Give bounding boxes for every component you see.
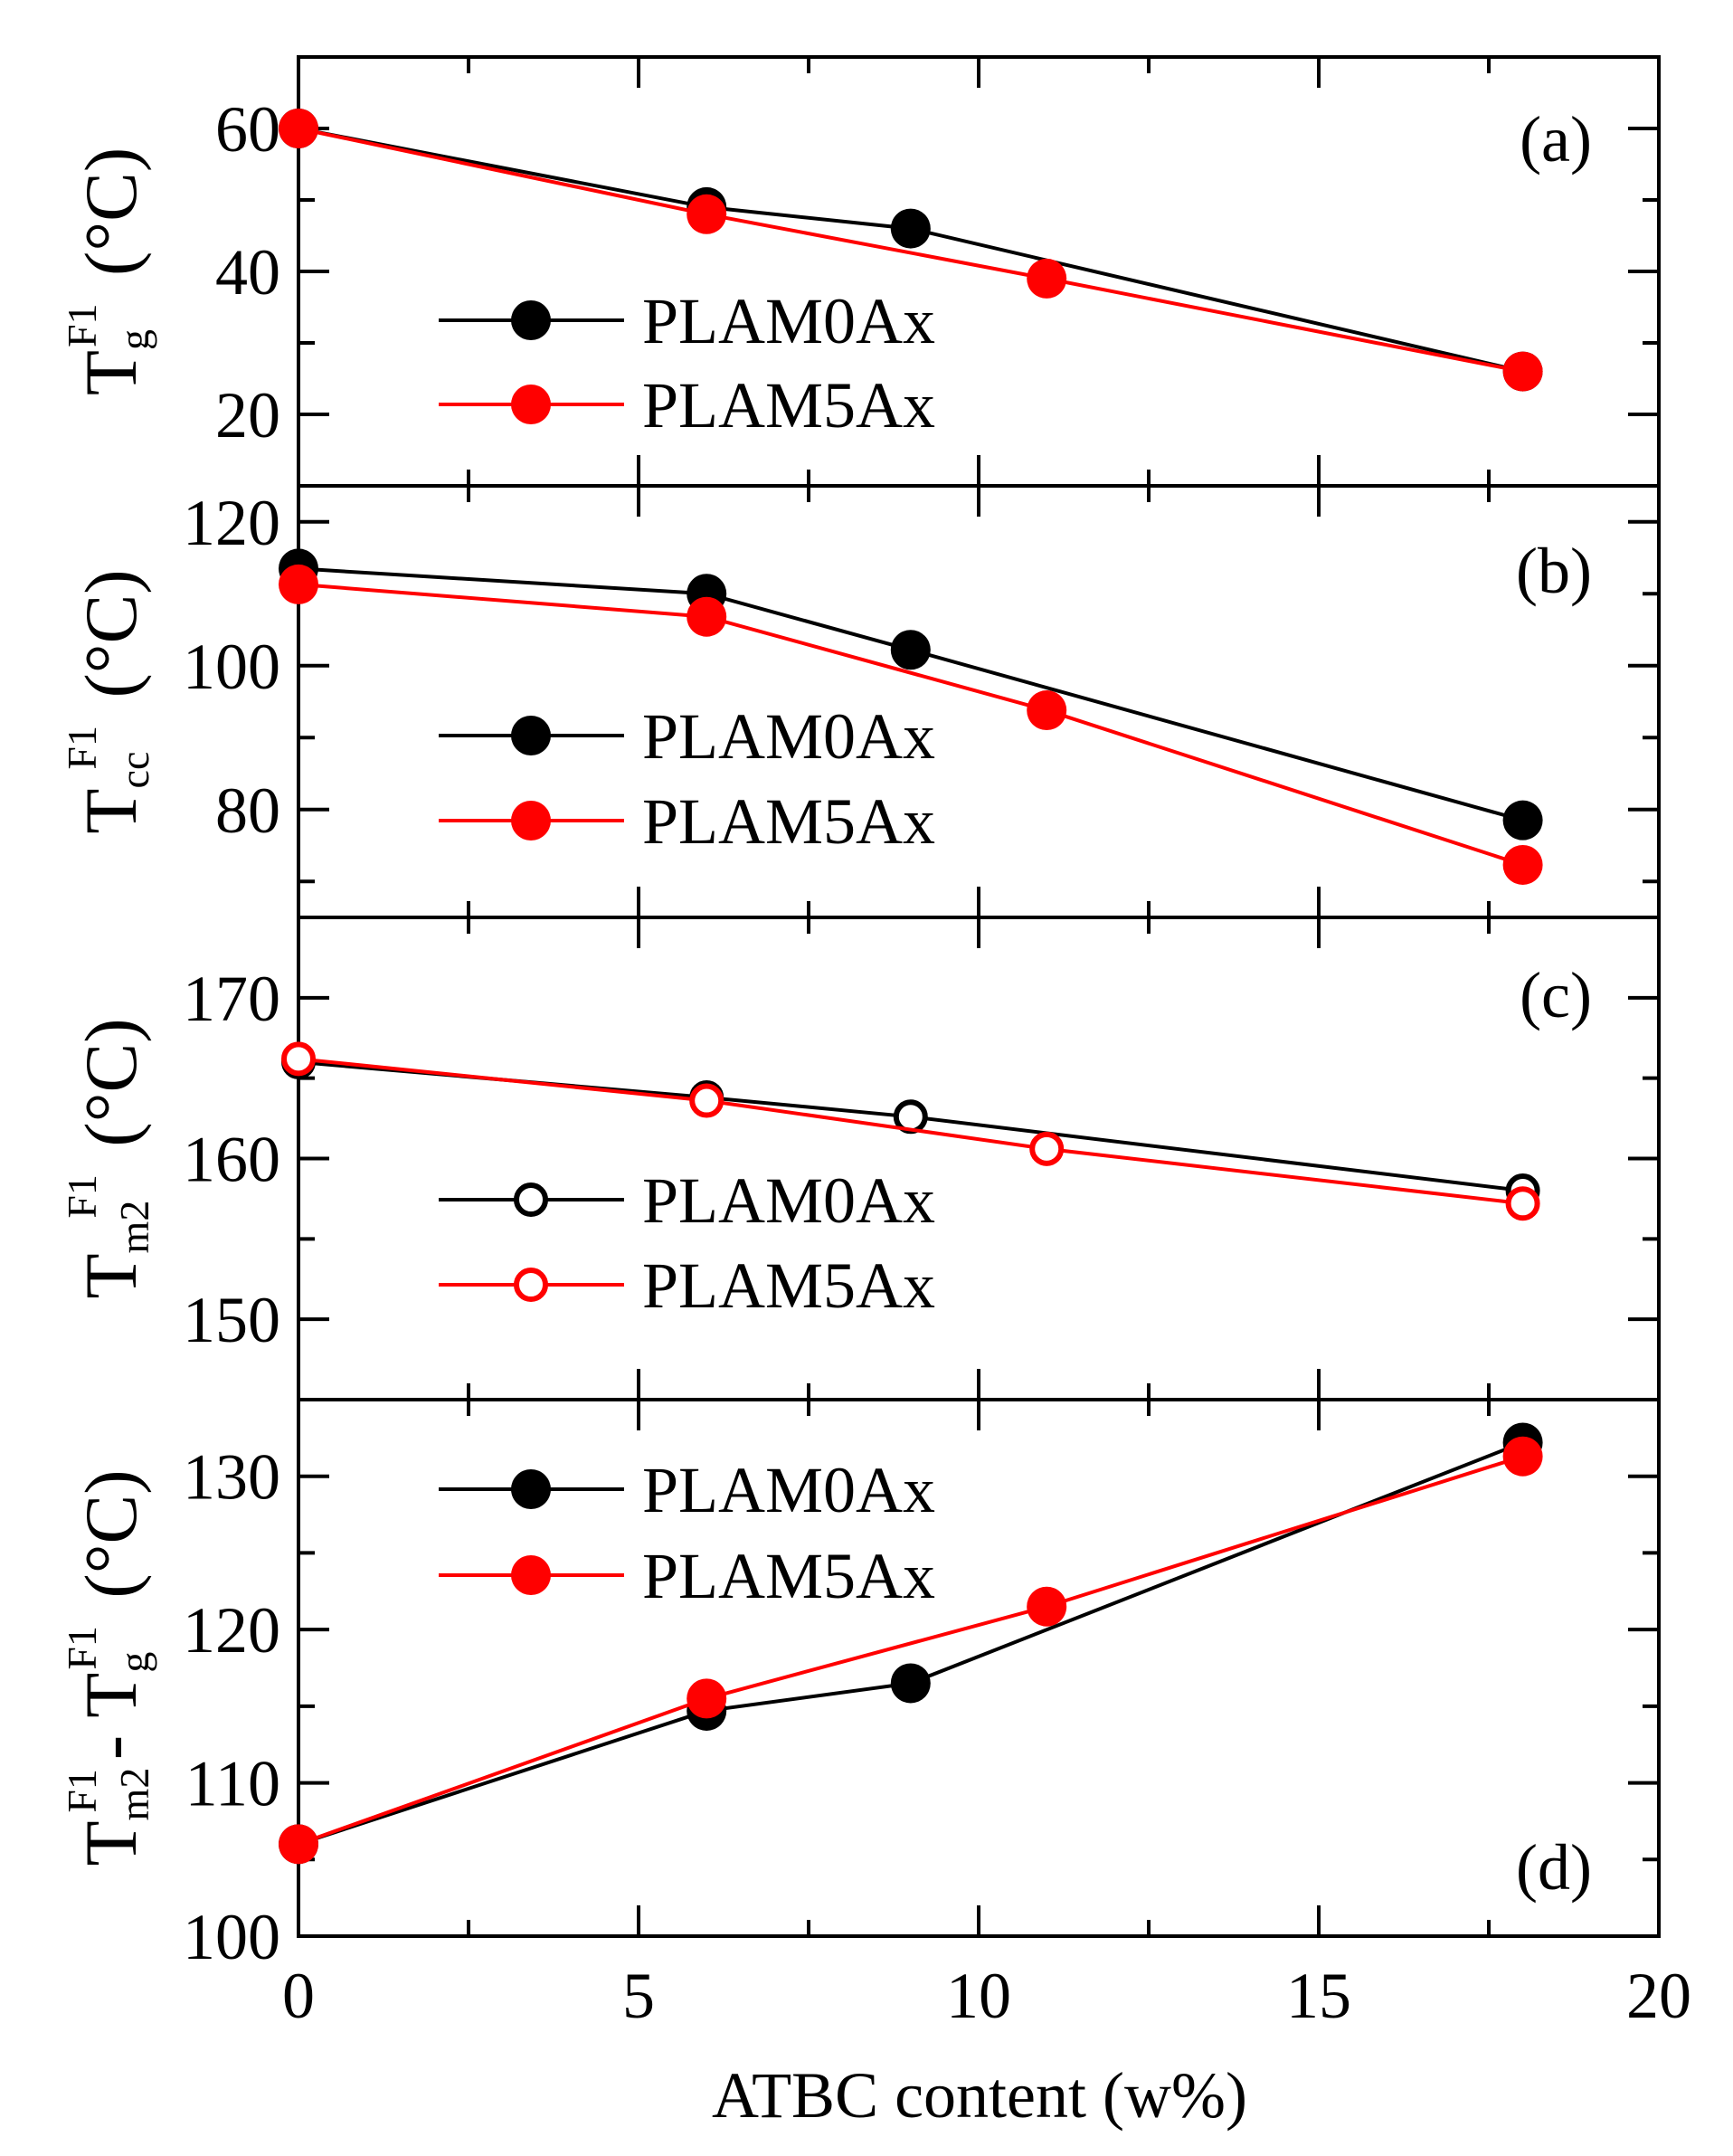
data-point [279, 109, 318, 148]
data-point [281, 1041, 316, 1077]
y-axis-title: Tm2F1 (°C) [59, 1018, 157, 1298]
y-label-symbol: T [70, 350, 152, 395]
y-label-subscript: m2 [111, 1201, 157, 1254]
panel-label: (b) [1516, 535, 1592, 607]
data-point [1502, 800, 1543, 841]
legend-label: PLAM5Ax [642, 1249, 935, 1322]
y-label-unit: (°C) [70, 147, 152, 295]
legend-marker [514, 1182, 548, 1217]
data-point [687, 596, 727, 637]
x-tick-label: 0 [282, 1960, 315, 2032]
data-point [687, 194, 727, 234]
legend-marker [511, 300, 551, 340]
legend-label: PLAM0Ax [642, 1164, 935, 1237]
y-tick-label: 120 [183, 487, 280, 559]
y-label-subscript: cc [111, 752, 157, 789]
y-axis-title: TccF1 (°C) [59, 569, 157, 833]
legend-marker [511, 801, 551, 841]
data-point [1027, 1586, 1067, 1627]
y-label-unit: (°C) [70, 569, 152, 717]
panel-label: (c) [1520, 959, 1592, 1031]
panel-1: 20 40 60 PLAM0Ax PLAM5Ax (a) Tg F1 (°C) [59, 55, 1661, 488]
legend-marker [511, 1555, 551, 1595]
y-tick-label: 80 [215, 774, 280, 847]
x-tick-label: 5 [622, 1960, 655, 2032]
panel-frame [297, 484, 1661, 919]
legend-label: PLAM5Ax [642, 1540, 935, 1612]
y-tick-label: 100 [183, 1901, 280, 1973]
legend-marker [511, 716, 551, 755]
data-point [1029, 1131, 1065, 1166]
y-tick-label: 110 [185, 1748, 280, 1820]
y-axis-title: Tg F1 (°C) [59, 147, 157, 395]
y-tick-label: 60 [215, 93, 280, 166]
panel-label: (a) [1520, 103, 1592, 176]
y-tick-label: 150 [183, 1284, 280, 1356]
data-point [689, 1083, 724, 1118]
panel-frame [297, 916, 1661, 1401]
series-line-PLAM5Ax [298, 127, 1523, 374]
x-tick-label: 10 [946, 1960, 1011, 2032]
legend-label: PLAM5Ax [642, 369, 935, 442]
series-line-PLAM5Ax [298, 1057, 1523, 1206]
data-point [279, 564, 318, 604]
y-label-symbol: T [70, 1253, 152, 1298]
data-point [1027, 690, 1067, 731]
series-line-PLAM0Ax [298, 566, 1524, 822]
y-label-symbol: - T [70, 1673, 152, 1760]
data-point [279, 1824, 318, 1865]
y-label-unit: (°C) [70, 1018, 152, 1165]
legend-label: PLAM0Ax [642, 1454, 935, 1526]
data-point [890, 208, 931, 249]
legend-label: PLAM5Ax [642, 785, 935, 858]
legend-marker [514, 1268, 548, 1302]
series-line-PLAM5Ax [298, 1454, 1524, 1847]
data-point [1502, 1436, 1543, 1477]
x-axis-title: ATBC content (w%) [712, 2059, 1247, 2132]
legend-label: PLAM0Ax [642, 700, 935, 773]
panel-frame [297, 55, 1661, 488]
legend-marker [511, 385, 551, 424]
y-label-symbol: T [70, 788, 152, 833]
x-tick-label: 15 [1286, 1960, 1351, 2032]
data-point [1502, 351, 1543, 392]
series-line-PLAM5Ax [298, 582, 1524, 867]
panel-label: (d) [1516, 1831, 1592, 1904]
y-label-superscript: F1 [59, 1626, 105, 1670]
data-point [890, 1663, 931, 1704]
x-tick-label: 20 [1626, 1960, 1691, 2032]
panel-3: 150 160 170 PLAM0Ax PLAM5Ax (c) Tm2F1 (°C) [59, 916, 1661, 1401]
panel-frame [297, 1398, 1661, 1938]
data-point [687, 1678, 727, 1719]
y-label-subscript: m2 [111, 1768, 157, 1821]
y-tick-label: 40 [215, 236, 280, 309]
y-label-superscript: F1 [59, 1769, 105, 1813]
y-label-superscript: F1 [59, 303, 105, 347]
y-label-superscript: F1 [59, 1174, 105, 1219]
y-tick-label: 160 [183, 1124, 280, 1196]
y-tick-label: 100 [183, 631, 280, 703]
legend-label: PLAM0Ax [642, 285, 935, 357]
series-line-PLAM0Ax [298, 127, 1524, 374]
y-label-subscript: g [111, 1652, 157, 1673]
data-point [1505, 1186, 1540, 1221]
y-label-subscript: g [111, 329, 157, 350]
y-tick-label: 170 [183, 963, 280, 1035]
y-tick-label: 20 [215, 379, 280, 451]
y-label-superscript: F1 [59, 726, 105, 770]
legend-marker [511, 1469, 551, 1509]
series-line-PLAM0Ax [298, 1440, 1524, 1847]
data-point [1027, 258, 1067, 299]
y-label-unit: (°C) [70, 1469, 152, 1617]
y-label-symbol: T [70, 1820, 152, 1866]
data-point [1502, 844, 1543, 885]
panel-2: 80 100 120 PLAM0Ax PLAM5Ax (b) TccF1 (°C) [59, 484, 1661, 919]
data-point [890, 630, 931, 670]
y-axis-title: Tm2F1- TgF1 (°C) [59, 1469, 157, 1866]
y-tick-label: 130 [183, 1441, 280, 1514]
y-tick-label: 120 [183, 1594, 280, 1667]
